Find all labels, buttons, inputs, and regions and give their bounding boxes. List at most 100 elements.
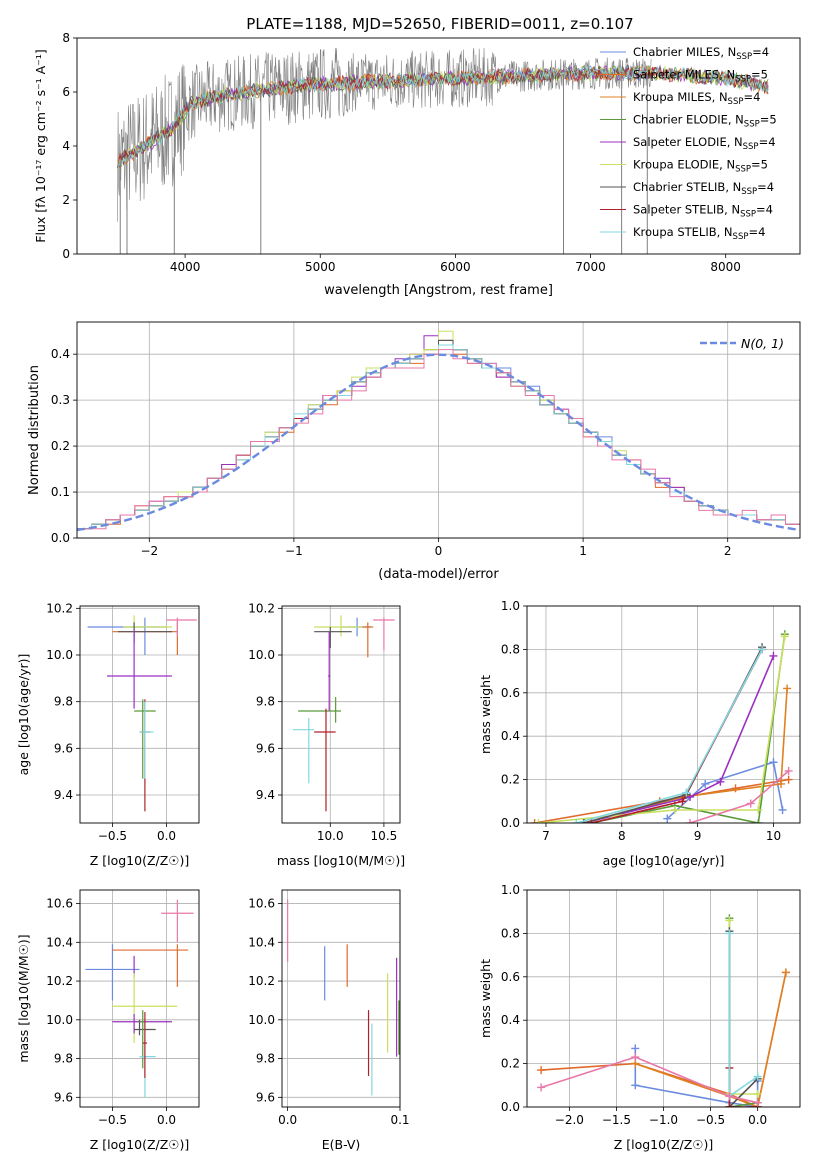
axes-frame: [281, 605, 401, 824]
legend-tail: =5: [751, 158, 768, 172]
y-tick-label: 10.0: [46, 648, 73, 662]
y-axis-label: Flux [fλ 10⁻¹⁷ erg cm⁻² s⁻¹ A⁻¹]: [33, 49, 48, 242]
plus-marker: [731, 784, 740, 793]
legend-tail: =4: [743, 90, 760, 104]
mass-weight-line: [728, 920, 758, 1095]
x-tick-label: 9: [694, 829, 702, 843]
y-tick-label: 0.2: [51, 439, 70, 453]
panel-mass_vs_z: −0.5 0.0 9.6 9.8 10.0 10.2 10.4 10.6 Z [log10(Z/…: [16, 889, 200, 1152]
y-tick-label: 2: [62, 193, 70, 207]
grid-massweight_vs_age: [527, 605, 800, 824]
plus-marker: [631, 1044, 640, 1053]
legend-main: Salpeter STELIB, N: [633, 203, 740, 217]
x-tick-label: 8000: [710, 260, 741, 274]
x-tick-label: −1: [285, 544, 303, 558]
x-tick-label: 5000: [305, 260, 336, 274]
mass-weight-line: [540, 1056, 758, 1104]
x-axis-label: wavelength [Angstrom, rest frame]: [324, 283, 553, 298]
grid-age_vs_mass: [282, 606, 400, 823]
plot-area-massweight_vs_z: [537, 914, 790, 1107]
legend-sub: SSP: [740, 210, 756, 220]
plus-marker: [670, 805, 679, 814]
x-tick-label: 2: [724, 544, 732, 558]
y-tick-label: 0.4: [51, 347, 70, 361]
x-tick-label: 0.0: [157, 829, 176, 843]
y-tick-label: 0: [62, 247, 70, 261]
y-axis-label: mass weight: [478, 959, 493, 1038]
plot-area-age_vs_mass: [292, 615, 395, 812]
panel-age_vs_z: −0.5 0.0 9.4 9.6 9.8 10.0 10.2 Z [log10(Z/Z☉)] a…: [16, 601, 200, 868]
legend-sub: SSP: [741, 187, 757, 197]
x-axis-label: Z [log10(Z/Z☉)]: [90, 1137, 190, 1152]
plus-marker: [686, 819, 695, 823]
y-tick-label: 6: [62, 85, 70, 99]
y-tick-label: 10.0: [46, 1013, 73, 1027]
data-point: [314, 708, 336, 812]
plot-area-mass_vs_z: [85, 899, 194, 1098]
x-tick-label: −0.5: [98, 1113, 127, 1127]
data-point: [87, 617, 167, 655]
data-point: [292, 718, 315, 784]
y-tick-label: 9.6: [54, 741, 73, 755]
x-tick-label: 10.5: [371, 829, 398, 843]
x-tick-label: 8: [618, 829, 626, 843]
plus-marker: [777, 779, 786, 788]
mass-weight-line: [728, 931, 759, 1107]
legend-sub: SSP: [728, 97, 744, 107]
y-tick-label: 10.2: [248, 974, 275, 988]
plus-marker: [754, 819, 763, 823]
plus-marker: [537, 1066, 546, 1075]
x-tick-label: −1.5: [602, 1113, 631, 1127]
data-point: [166, 617, 197, 637]
x-axis-label: mass [log10(M/M☉)]: [277, 853, 405, 868]
legend-main: Kroupa MILES, N: [633, 90, 728, 104]
plus-marker: [725, 916, 734, 925]
grid-massweight_vs_z: [527, 889, 800, 1108]
data-point: [161, 899, 194, 943]
legend-tail: =4: [757, 180, 774, 194]
y-tick-label: 9.4: [256, 788, 275, 802]
legend-tail: =5: [751, 68, 768, 82]
axes-frame: [281, 889, 401, 1108]
y-tick-label: 0.4: [501, 1013, 520, 1027]
data-point: [139, 1010, 145, 1069]
plus-marker: [769, 758, 778, 767]
data-point: [139, 701, 154, 779]
plus-marker: [784, 775, 793, 784]
plus-marker: [725, 1092, 734, 1101]
y-axis-label: age [log10(age/yr)]: [16, 654, 31, 776]
y-axis-label: Normed distribution: [27, 365, 42, 495]
x-axis-label: (data-model)/error: [378, 567, 499, 582]
mass-weight-line: [538, 636, 786, 823]
plot-area-age_vs_z: [87, 615, 197, 812]
legend-tail: =4: [748, 225, 765, 239]
legend-main: Salpeter ELODIE, N: [633, 135, 743, 149]
legend-entry: Salpeter STELIB, NSSP=4: [633, 203, 773, 220]
legend-tail: =5: [760, 113, 777, 127]
legend-sub: SSP: [735, 165, 751, 175]
x-tick-label: −1.0: [649, 1113, 678, 1127]
legend-main: Chabrier STELIB, N: [633, 180, 741, 194]
x-tick-label: 1: [579, 544, 587, 558]
data-point: [328, 631, 331, 711]
y-tick-label: 0.2: [501, 773, 520, 787]
x-tick-label: 6000: [440, 260, 471, 274]
model-spectrum-line: [117, 64, 769, 167]
plus-marker: [753, 1098, 762, 1107]
x-tick-label: 0.1: [390, 1113, 409, 1127]
legend-sub: SSP: [736, 52, 752, 62]
y-tick-label: 9.6: [256, 1090, 275, 1104]
panel-age_vs_mass: 10.0 10.5 9.4 9.6 9.8 10.0 10.2 mass [log10(M/M…: [248, 601, 405, 868]
data-point: [123, 615, 172, 639]
plus-marker: [663, 814, 672, 823]
plus-marker: [537, 1083, 546, 1092]
plus-marker: [758, 645, 767, 654]
plus-marker: [716, 777, 725, 786]
y-tick-label: 10.4: [46, 935, 73, 949]
axes-frame: [526, 605, 801, 824]
y-tick-label: 9.6: [256, 741, 275, 755]
panel-massweight_vs_z: −2.0 −1.5 −1.0 −0.5 0.0 0.0 0.2 0.4 0.6 0.8 1.0 Z […: [478, 883, 801, 1152]
plus-marker: [725, 1103, 734, 1107]
y-tick-label: 10.6: [248, 897, 275, 911]
